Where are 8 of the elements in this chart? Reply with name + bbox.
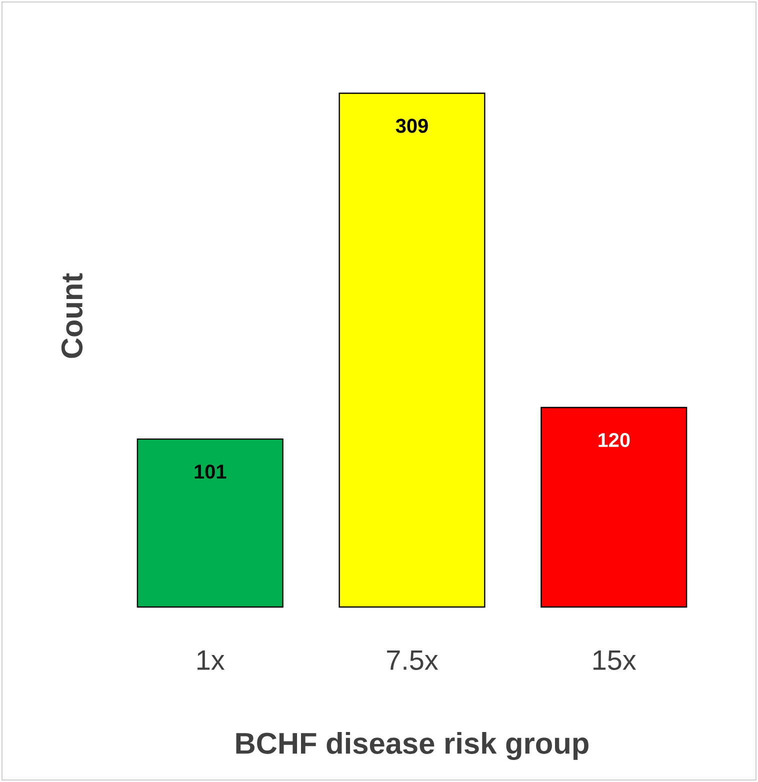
data-label: 101 [194, 464, 226, 479]
x-tick-label: 1x [198, 650, 225, 670]
y-axis-title: Count [61, 273, 83, 358]
data-label: 120 [598, 433, 630, 448]
x-axis-title: BCHF disease risk group [236, 732, 588, 760]
data-label: 309 [396, 118, 428, 133]
x-tick-label: 7.5x [387, 650, 438, 670]
x-tick-label: 15x [594, 650, 636, 670]
